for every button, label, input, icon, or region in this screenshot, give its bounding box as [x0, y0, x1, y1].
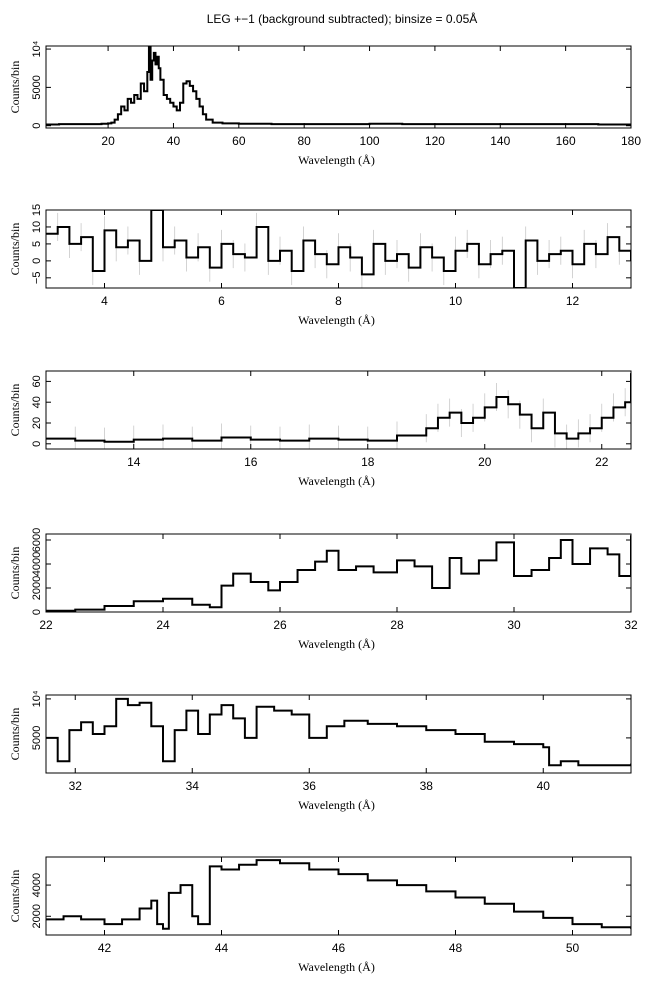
chart-panel-3: 14 16 18 20 22 0 20 40 60 Wavelength (Å) Counts/bi… — [8, 370, 632, 488]
x-tick-label: 28 — [390, 618, 404, 632]
chart-panel-1: 20 40 60 80 100 120 140 160 180 0 5000 10⁴ Wavelengt… — [8, 40, 641, 167]
y-tick-label: 0 — [31, 123, 43, 129]
y-axis-label: Counts/bin — [8, 384, 22, 437]
x-tick-label: 42 — [98, 941, 112, 955]
y-tick-label: 10⁴ — [31, 690, 43, 707]
y-axis-label: Counts/bin — [8, 708, 22, 761]
x-tick-label: 18 — [361, 455, 375, 469]
y-tick-label: 4000 — [31, 552, 43, 576]
x-tick-label: 6 — [218, 294, 225, 308]
y-tick-label: 4000 — [31, 873, 43, 897]
y-tick-label: 10⁴ — [31, 40, 43, 57]
y-tick-label: 2000 — [31, 904, 43, 928]
plot-frame — [45, 370, 632, 450]
x-tick-label: 8 — [335, 294, 342, 308]
y-tick-label: 0 — [31, 258, 43, 264]
y-tick-label: 5 — [31, 241, 43, 247]
x-tick-label: 48 — [449, 941, 463, 955]
y-axis-label: Counts/bin — [8, 870, 22, 923]
y-axis-label: Counts/bin — [8, 61, 22, 114]
x-tick-label: 26 — [273, 618, 287, 632]
x-tick-label: 140 — [490, 134, 510, 148]
x-axis-label: Wavelength (Å) — [298, 960, 375, 974]
x-tick-label: 24 — [156, 618, 170, 632]
x-axis-label: Wavelength (Å) — [298, 798, 375, 812]
chart-panel-2: 4 6 8 10 12 −5 0 5 10 15 Wavelength (Å) Counts/bin — [8, 204, 632, 327]
series-line — [46, 373, 631, 443]
y-tick-label: 15 — [31, 204, 43, 216]
x-tick-label: 50 — [566, 941, 580, 955]
x-tick-label: 100 — [360, 134, 380, 148]
x-tick-label: 30 — [507, 618, 521, 632]
x-tick-label: 22 — [39, 618, 53, 632]
series-line — [46, 210, 631, 288]
x-tick-label: 4 — [101, 294, 108, 308]
y-tick-label: 60 — [31, 375, 43, 387]
x-tick-label: 10 — [449, 294, 463, 308]
plot-frame — [45, 694, 632, 774]
x-tick-label: 12 — [566, 294, 580, 308]
x-tick-label: 120 — [425, 134, 445, 148]
y-tick-label: 5000 — [31, 726, 43, 750]
figure-title: LEG +−1 (background subtracted); binsize… — [207, 11, 478, 26]
y-tick-label: 0 — [31, 441, 43, 447]
x-tick-label: 32 — [624, 618, 638, 632]
x-tick-label: 40 — [537, 779, 551, 793]
x-tick-label: 20 — [478, 455, 492, 469]
plot-frame — [45, 533, 632, 613]
x-tick-label: 36 — [303, 779, 317, 793]
y-tick-label: 20 — [31, 417, 43, 429]
x-tick-label: 80 — [298, 134, 312, 148]
x-axis-label: Wavelength (Å) — [298, 153, 375, 167]
x-tick-label: 44 — [215, 941, 229, 955]
chart-panel-6: 42 44 46 48 50 2000 4000 Wavelength (Å) Counts/b… — [8, 856, 632, 974]
x-tick-label: 16 — [244, 455, 258, 469]
x-tick-label: 14 — [127, 455, 141, 469]
chart-panel-5: 32 34 36 38 40 5000 10⁴ Wavelength (Å) Counts/bi… — [8, 690, 632, 812]
y-tick-label: 5000 — [31, 75, 43, 99]
x-axis-label: Wavelength (Å) — [298, 313, 375, 327]
y-tick-label: 10 — [31, 221, 43, 233]
x-tick-label: 32 — [69, 779, 83, 793]
y-tick-label: −5 — [31, 272, 43, 285]
x-tick-label: 22 — [595, 455, 609, 469]
x-axis-label: Wavelength (Å) — [298, 474, 375, 488]
plot-frame — [45, 45, 632, 129]
x-tick-label: 34 — [186, 779, 200, 793]
y-tick-label: 6000 — [31, 528, 43, 552]
x-tick-label: 38 — [420, 779, 434, 793]
x-tick-label: 46 — [332, 941, 346, 955]
series-line — [46, 697, 631, 767]
x-tick-label: 160 — [556, 134, 576, 148]
x-tick-label: 40 — [167, 134, 181, 148]
y-tick-label: 0 — [31, 609, 43, 615]
series-line — [46, 535, 631, 612]
series-line — [46, 859, 631, 930]
y-axis-label: Counts/bin — [8, 223, 22, 276]
series-line — [46, 46, 631, 126]
y-tick-label: 2000 — [31, 576, 43, 600]
x-tick-label: 20 — [101, 134, 115, 148]
y-tick-label: 40 — [31, 396, 43, 408]
x-tick-label: 180 — [621, 134, 641, 148]
y-axis-label: Counts/bin — [8, 547, 22, 600]
x-tick-label: 60 — [232, 134, 246, 148]
x-axis-label: Wavelength (Å) — [298, 637, 375, 651]
